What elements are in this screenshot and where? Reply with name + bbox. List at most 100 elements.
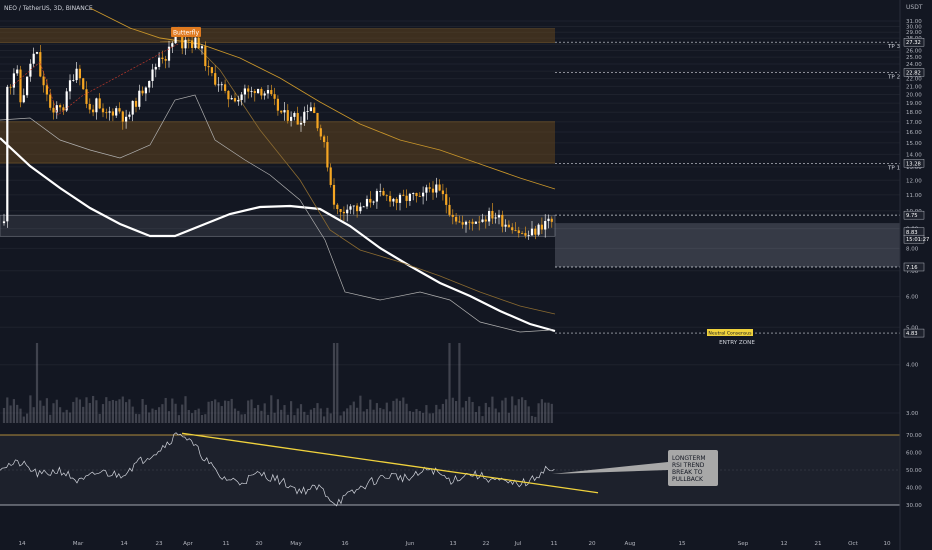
time-tick-label: 16 [341, 541, 349, 547]
volume-bar [329, 413, 332, 423]
price-label-box [903, 234, 925, 244]
candle-body [164, 58, 167, 61]
volume-bar [481, 416, 484, 423]
volume-bar [253, 408, 256, 423]
candle-body [35, 52, 39, 54]
volume-bar [138, 414, 141, 423]
candle-body [148, 81, 151, 88]
candle-body [405, 195, 408, 201]
volume-bar [12, 399, 15, 423]
volume-bar [276, 399, 279, 423]
volume-bar [207, 401, 210, 423]
candle-body [115, 108, 118, 116]
volume-bar [148, 412, 151, 423]
price-tick-label: 24.00 [906, 62, 922, 68]
candle-body [402, 194, 405, 196]
volume-bar [174, 403, 177, 423]
candle-body [497, 214, 501, 218]
candle-body [521, 233, 524, 234]
volume-bar [372, 409, 375, 423]
candle-body [537, 224, 540, 235]
candle-body [144, 87, 147, 94]
candle-body [422, 192, 425, 197]
candle-body [108, 111, 111, 113]
volume-bar [266, 414, 270, 423]
candle-body [464, 221, 468, 225]
candle-body [395, 198, 398, 203]
rsi-tick-label: 30.00 [906, 503, 922, 509]
volume-bar [537, 403, 540, 423]
candle-body [204, 46, 207, 67]
volume-bar [352, 401, 355, 423]
candle-body [375, 191, 378, 202]
candle-body [220, 84, 223, 86]
volume-bar [55, 399, 58, 423]
candle-body [227, 90, 230, 100]
volume-bar [151, 408, 154, 423]
candle-body [101, 108, 105, 113]
volume-bar [42, 405, 45, 423]
candle-body [240, 94, 243, 100]
price-label-box [903, 328, 925, 338]
time-tick-label: 20 [255, 541, 263, 547]
price-label: 15:01:27 [906, 237, 929, 243]
candle-body [514, 230, 517, 231]
supply-zone [0, 121, 555, 164]
volume-bar [418, 411, 421, 423]
candle-body [524, 233, 527, 236]
volume-bar [504, 397, 507, 423]
volume-bar [359, 395, 362, 423]
candle-body [501, 214, 504, 227]
volume-bar [369, 399, 372, 423]
rsi-tick-label: 60.00 [906, 451, 922, 457]
note-label-box [707, 329, 753, 336]
candle-body [224, 84, 227, 91]
rsi-callout-line-2: RSI TREND [672, 462, 705, 469]
volume-bar [309, 409, 312, 423]
short-moving-average [0, 94, 553, 333]
candle-body [507, 224, 510, 228]
candle-body [184, 39, 187, 49]
candle-body [488, 210, 491, 222]
candle-body [445, 194, 448, 205]
volume-bar [478, 406, 481, 423]
candle-body [154, 66, 157, 70]
volume-bar [299, 404, 303, 423]
rsi-tick-label: 50.00 [906, 468, 922, 474]
candle-body [134, 100, 138, 107]
volume-bar [98, 413, 101, 423]
candle-body [42, 76, 45, 86]
volume-bar [227, 401, 230, 423]
volume-bar [488, 407, 491, 423]
volume-bar [425, 405, 428, 423]
candle-body [481, 219, 484, 222]
candle-body [266, 90, 270, 94]
candle-body [194, 37, 197, 48]
time-tick-label: 12 [780, 541, 787, 547]
candle-body [174, 33, 177, 44]
volume-bar [52, 403, 55, 423]
volume-bar [346, 408, 349, 423]
volume-bar [441, 403, 444, 423]
volume-bar [422, 412, 425, 423]
candle-body [75, 68, 78, 81]
chart-annotations: TP 3 TP 2 TP 1 [11, 43, 901, 171]
volume-bar [524, 400, 527, 423]
volume-bar [45, 398, 48, 423]
volume-bar [214, 399, 217, 423]
candle-body [550, 218, 553, 222]
rsi-tick-label: 40.00 [906, 486, 922, 492]
price-tick-label: 15.00 [906, 141, 922, 147]
target-label: TP 2 [887, 74, 900, 80]
candle-body [428, 187, 431, 189]
candle-body [78, 68, 81, 79]
candle-body [270, 90, 273, 95]
chart-grid [0, 20, 900, 414]
candle-body [418, 195, 421, 197]
price-tick-label: 16.00 [906, 130, 922, 136]
butterfly-pattern [11, 43, 179, 116]
volume-bar [428, 413, 431, 423]
candle-body [319, 128, 322, 137]
candle-body [478, 221, 481, 223]
